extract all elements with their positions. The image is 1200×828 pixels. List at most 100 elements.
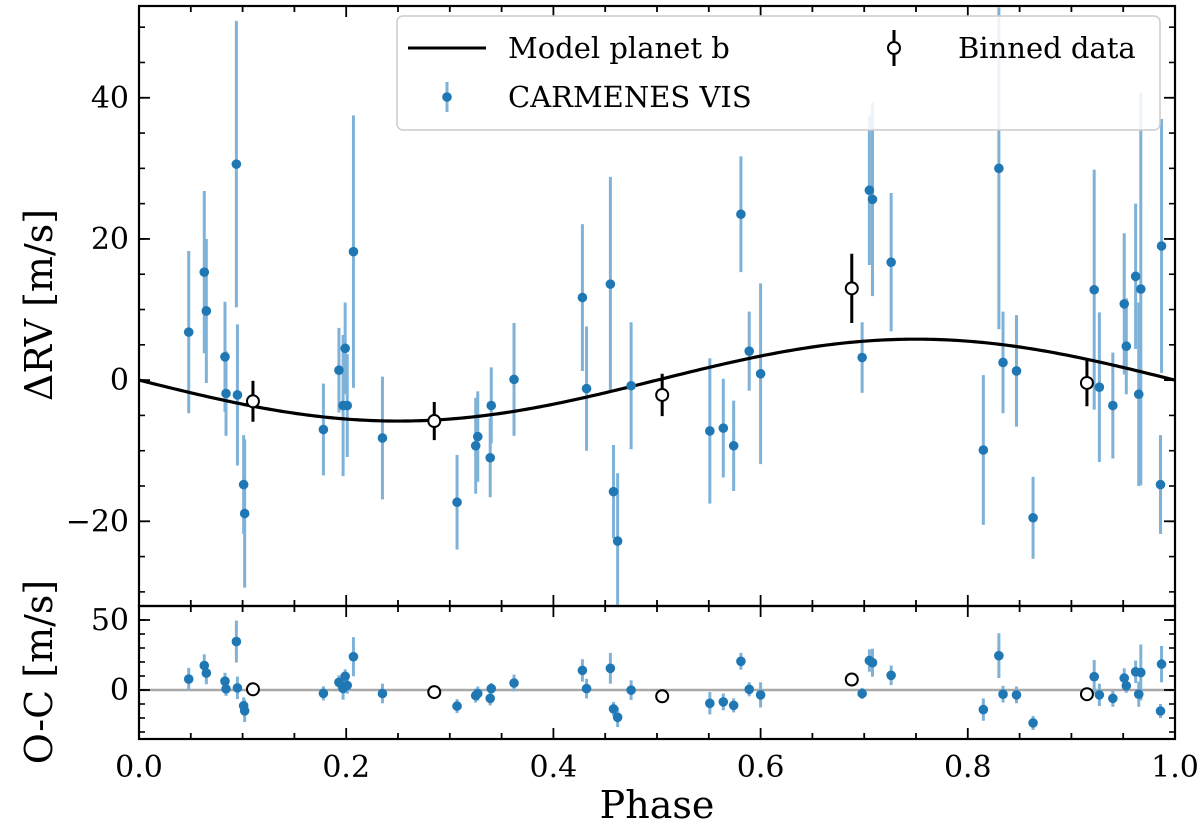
- rv-data-point: [581, 383, 592, 394]
- rv-points: [183, 159, 1167, 546]
- rv-data-point: [1136, 284, 1146, 294]
- rv-data-point: [728, 440, 739, 451]
- residual-data-point: [1121, 681, 1132, 691]
- rv-data-point: [626, 380, 636, 391]
- residual-data-point: [199, 660, 210, 671]
- rv-data-point: [978, 445, 989, 455]
- rv-data-point: [1028, 512, 1038, 523]
- residual-data-point: [183, 674, 194, 684]
- rv-data-point: [736, 209, 746, 220]
- residual-data-point: [239, 706, 250, 716]
- rv-data-point: [605, 279, 616, 289]
- residual-data-point: [998, 689, 1008, 699]
- residual-errorbars: [187, 620, 1164, 730]
- rv-data-point: [864, 185, 875, 196]
- residual-data-point: [1119, 673, 1130, 683]
- residual-binned: [245, 672, 1094, 704]
- residual-data-point: [605, 663, 616, 674]
- residual-data-point: [1155, 706, 1166, 716]
- legend-box: [396, 15, 1161, 131]
- residual-data-point: [994, 650, 1004, 661]
- residual-data-point: [857, 688, 867, 699]
- rv-data-point: [342, 400, 353, 411]
- rv-data-point: [318, 424, 329, 435]
- rv-data-point: [744, 346, 755, 356]
- binned-residual-point: [844, 672, 859, 687]
- rv-data-point: [485, 452, 496, 463]
- rv-data-point: [857, 352, 867, 363]
- legend-model-label: Model planet b: [508, 31, 730, 65]
- rv-data-point: [577, 292, 588, 303]
- legend-binned-swatch-dot: [887, 41, 901, 55]
- residual-data-point: [581, 683, 592, 694]
- rv-data-point: [231, 159, 242, 169]
- residual-data-point: [340, 671, 350, 682]
- residual-data-point: [705, 698, 715, 709]
- residual-data-point: [612, 712, 623, 723]
- top-y-tick-label: 0: [110, 363, 129, 398]
- rv-data-point: [183, 327, 194, 337]
- rv-data-point: [705, 426, 715, 436]
- rv-data-point: [220, 352, 230, 362]
- residual-data-point: [755, 690, 766, 700]
- rv-data-point: [334, 365, 344, 376]
- rv-data-point: [994, 163, 1004, 174]
- residual-data-point: [377, 688, 388, 699]
- residual-data-point: [1094, 690, 1105, 700]
- rv-data-point: [201, 306, 212, 316]
- residual-data-point: [1156, 659, 1167, 669]
- residual-data-point: [201, 668, 212, 678]
- legend-data-swatch-dot: [442, 92, 452, 102]
- bottom-y-axis-title: O-C [m/s]: [17, 580, 61, 765]
- residual-panel: 0.0 0.2 0.4 0.6 0.8 1.0 0 50: [91, 603, 1199, 785]
- residual-data-point: [486, 683, 497, 694]
- residual-data-point: [577, 665, 588, 676]
- residual-data-point: [509, 678, 519, 688]
- residual-data-point: [1133, 689, 1144, 699]
- rv-data-point: [1121, 341, 1132, 352]
- top-y-tick-label: 40: [91, 81, 129, 116]
- rv-data-point: [1011, 366, 1022, 376]
- binned-residual-point: [427, 685, 442, 700]
- rv-data-point: [612, 536, 623, 546]
- rv-panel: −20 0 20 40: [66, 4, 1177, 608]
- residual-data-point: [221, 684, 231, 694]
- bottom-y-tick-label: 50: [91, 603, 129, 638]
- top-y-tick-label: 20: [91, 222, 129, 257]
- rv-data-point: [886, 257, 896, 268]
- residual-data-point: [342, 680, 353, 691]
- rv-data-point: [472, 431, 483, 442]
- rv-data-point: [1119, 299, 1130, 309]
- residual-data-point: [485, 693, 496, 704]
- rv-data-point: [608, 486, 619, 497]
- rv-data-point: [1130, 271, 1141, 282]
- residual-points: [183, 636, 1167, 728]
- residual-data-point: [1028, 718, 1038, 728]
- rv-data-point: [1156, 241, 1167, 251]
- residual-data-point: [608, 704, 619, 714]
- residual-data-point: [867, 657, 878, 668]
- residual-data-point: [1136, 667, 1146, 678]
- residual-data-point: [452, 701, 462, 711]
- binned-residual-point: [245, 682, 260, 697]
- rv-data-point: [238, 479, 249, 490]
- residual-data-point: [220, 676, 230, 686]
- rv-data-point: [718, 423, 729, 433]
- legend-binned-label: Binned data: [958, 31, 1136, 65]
- rv-data-point: [199, 267, 210, 277]
- rv-data-point: [1094, 382, 1105, 392]
- residual-data-point: [978, 704, 989, 715]
- residual-data-point: [232, 683, 243, 693]
- residual-data-point: [886, 670, 896, 681]
- rv-data-point: [998, 357, 1008, 368]
- top-y-tick-label: −20: [66, 504, 129, 539]
- rv-data-point: [1108, 400, 1118, 411]
- x-tick-label: 0.4: [530, 750, 578, 785]
- binned-data-point: [427, 414, 442, 429]
- residual-data-point: [736, 656, 746, 667]
- rv-data-point: [755, 368, 766, 379]
- rv-data-point: [340, 343, 350, 354]
- rv-data-point: [1133, 389, 1144, 400]
- residual-data-point: [318, 688, 329, 699]
